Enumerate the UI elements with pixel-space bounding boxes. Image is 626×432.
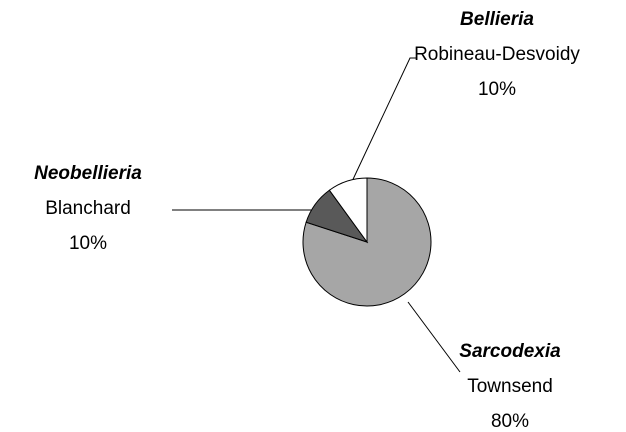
slice-value-label: 10%: [478, 79, 516, 100]
pie-slice: [302, 177, 432, 307]
leader-line: [407, 301, 461, 373]
pie-slice: [328, 177, 368, 244]
slice-author: Robineau-Desvoidy: [414, 44, 580, 65]
slice-value-label: 80%: [491, 411, 529, 432]
slice-value-label: 10%: [69, 233, 107, 254]
slice-genus: Sarcodexia: [459, 341, 561, 362]
leader-line: [347, 57, 416, 191]
slice-author: Blanchard: [45, 198, 131, 219]
slice-genus: Neobellieria: [34, 163, 142, 184]
slice-author: Townsend: [467, 376, 553, 397]
slice-genus: Bellieria: [460, 9, 534, 30]
